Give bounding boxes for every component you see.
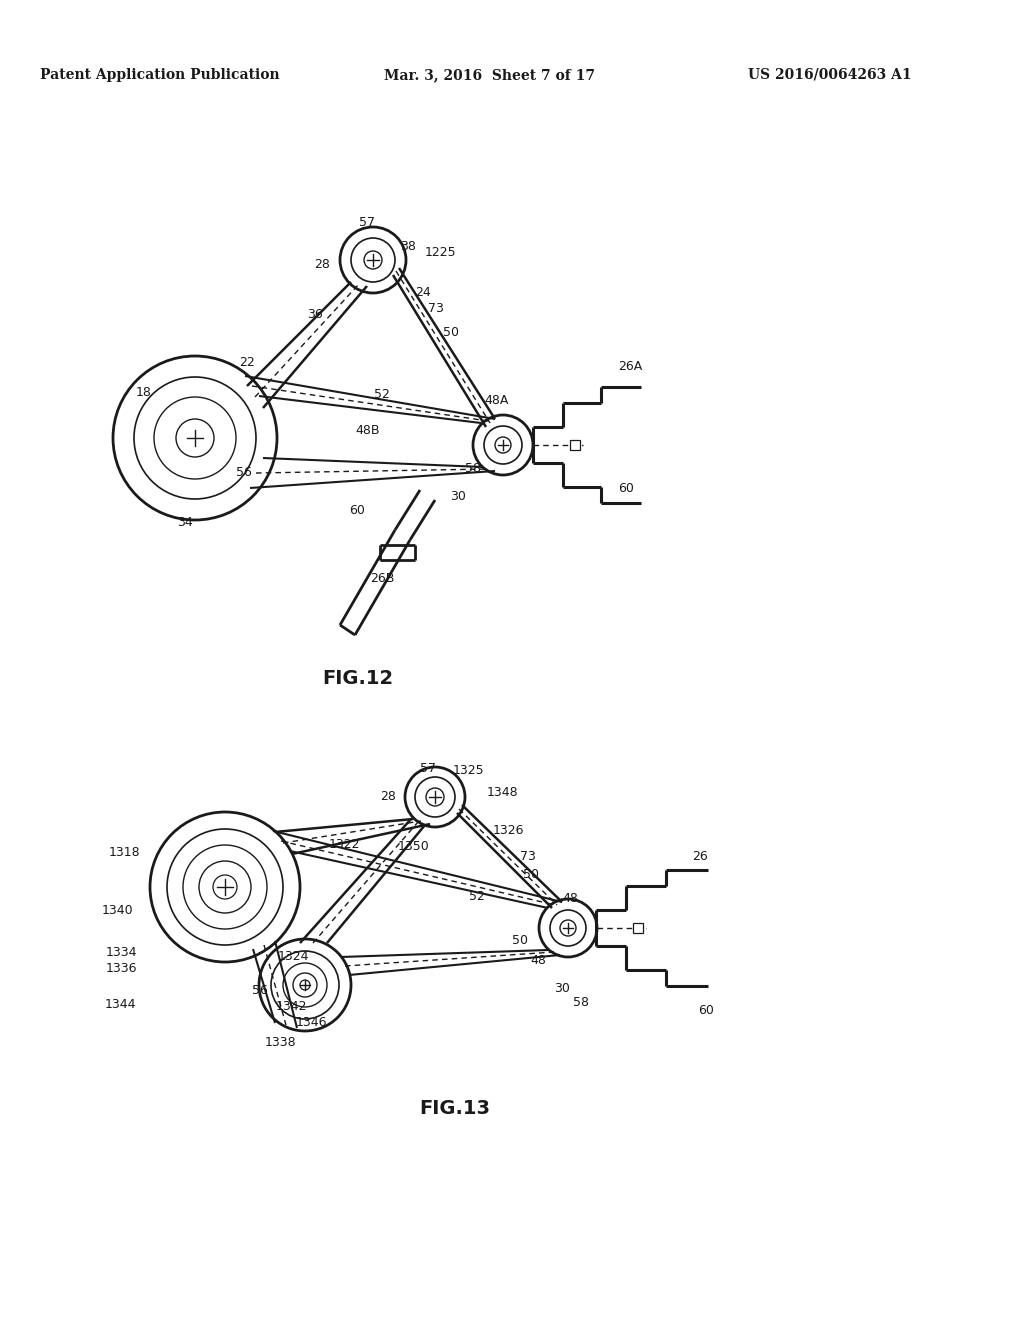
Text: 60: 60 (618, 482, 634, 495)
Text: 1336: 1336 (105, 962, 137, 975)
Text: 73: 73 (520, 850, 536, 862)
Text: FIG.12: FIG.12 (323, 668, 393, 688)
Text: FIG.13: FIG.13 (420, 1098, 490, 1118)
Text: 57: 57 (359, 215, 375, 228)
Text: 60: 60 (698, 1003, 714, 1016)
Text: 56: 56 (252, 983, 268, 997)
Text: 1322: 1322 (329, 838, 360, 851)
Text: 58: 58 (465, 462, 481, 474)
Text: 1350: 1350 (398, 841, 430, 854)
Text: 52: 52 (469, 891, 485, 903)
Text: 48: 48 (530, 953, 546, 966)
Text: 28: 28 (314, 259, 330, 272)
Text: 48: 48 (562, 891, 578, 904)
Text: 1338: 1338 (265, 1035, 297, 1048)
Text: 34: 34 (177, 516, 193, 528)
Text: 48B: 48B (355, 424, 380, 437)
Text: 18: 18 (136, 387, 152, 400)
Text: 36: 36 (307, 309, 323, 322)
Text: 48A: 48A (484, 393, 508, 407)
Text: 1318: 1318 (109, 846, 140, 858)
Text: Patent Application Publication: Patent Application Publication (40, 69, 280, 82)
Text: 1344: 1344 (104, 998, 136, 1011)
Text: 26B: 26B (370, 572, 394, 585)
Text: 38: 38 (400, 239, 416, 252)
Text: 26A: 26A (618, 360, 642, 374)
Text: 28: 28 (380, 791, 396, 804)
Text: 1346: 1346 (296, 1016, 328, 1030)
Text: 22: 22 (240, 356, 255, 370)
Text: 50: 50 (512, 933, 528, 946)
Text: 1325: 1325 (453, 763, 484, 776)
Text: 1342: 1342 (276, 999, 307, 1012)
Text: 1324: 1324 (278, 949, 309, 962)
Bar (633, 923, 643, 933)
Text: 1326: 1326 (493, 824, 524, 837)
Text: 24: 24 (415, 286, 431, 300)
Text: 1348: 1348 (487, 787, 518, 800)
Text: 73: 73 (428, 301, 443, 314)
Text: US 2016/0064263 A1: US 2016/0064263 A1 (749, 69, 911, 82)
Text: 1225: 1225 (425, 246, 457, 259)
Text: 50: 50 (523, 867, 539, 880)
Text: 50: 50 (443, 326, 459, 338)
Bar (570, 440, 580, 450)
Text: 26: 26 (692, 850, 708, 863)
Text: Mar. 3, 2016  Sheet 7 of 17: Mar. 3, 2016 Sheet 7 of 17 (384, 69, 596, 82)
Text: 57: 57 (420, 762, 436, 775)
Text: 60: 60 (349, 503, 365, 516)
Text: 1334: 1334 (105, 946, 137, 960)
Text: 30: 30 (554, 982, 570, 994)
Text: 56: 56 (236, 466, 252, 479)
Text: 52: 52 (374, 388, 390, 401)
Text: 58: 58 (573, 995, 589, 1008)
Text: 1340: 1340 (101, 903, 133, 916)
Text: 30: 30 (450, 491, 466, 503)
